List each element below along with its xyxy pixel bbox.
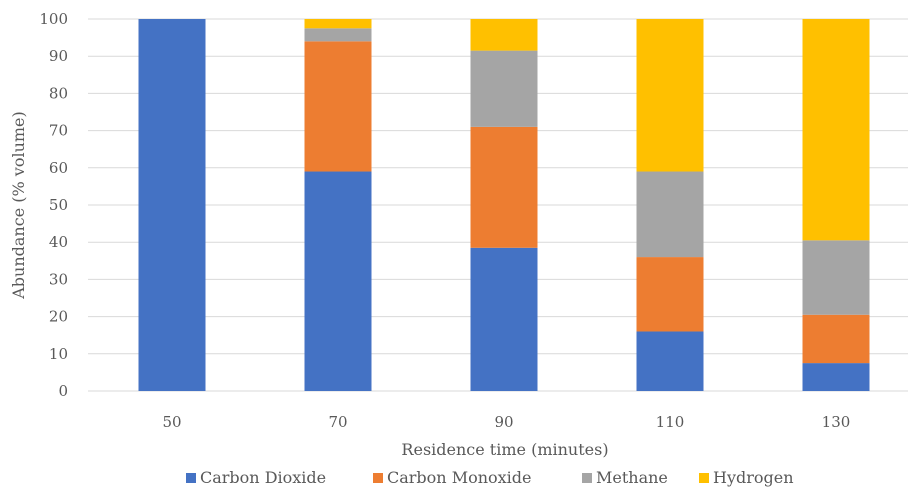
bar-segment bbox=[802, 363, 870, 391]
legend-label: Carbon Monoxide bbox=[387, 468, 532, 487]
legend-label: Carbon Dioxide bbox=[200, 468, 326, 487]
y-tick-label: 90 bbox=[49, 47, 68, 65]
x-tick-label: 70 bbox=[328, 413, 347, 431]
y-tick-label: 20 bbox=[49, 308, 68, 326]
x-axis-title: Residence time (minutes) bbox=[401, 440, 608, 459]
x-tick-label: 110 bbox=[656, 413, 685, 431]
bar-segment bbox=[802, 19, 870, 241]
bar-segment bbox=[304, 19, 372, 29]
legend-swatch bbox=[186, 473, 196, 483]
y-axis-ticks: 0 10 20 30 40 50 60 70 80 90 100 bbox=[39, 10, 68, 400]
y-tick-label: 60 bbox=[49, 159, 68, 177]
bar-segment bbox=[304, 41, 372, 172]
bar-segment bbox=[470, 19, 538, 51]
y-tick-label: 0 bbox=[58, 382, 68, 400]
y-tick-label: 50 bbox=[49, 196, 68, 214]
bar-segment bbox=[138, 19, 206, 391]
bar-segment bbox=[304, 171, 372, 391]
legend: Carbon Dioxide Carbon Monoxide Methane Hydr… bbox=[186, 468, 794, 487]
legend-swatch bbox=[699, 473, 709, 483]
bar-segment bbox=[470, 247, 538, 391]
bars bbox=[138, 19, 870, 391]
y-axis-title: Abundance (% volume) bbox=[9, 111, 28, 300]
bar-segment bbox=[636, 19, 704, 172]
bar-segment bbox=[636, 257, 704, 332]
bar-segment bbox=[470, 50, 538, 127]
x-tick-label: 90 bbox=[494, 413, 513, 431]
legend-label: Hydrogen bbox=[713, 468, 794, 487]
bar-segment bbox=[802, 240, 870, 315]
bar-segment bbox=[636, 331, 704, 391]
bar-segment bbox=[636, 171, 704, 258]
x-tick-label: 130 bbox=[822, 413, 851, 431]
bar-segment bbox=[802, 314, 870, 364]
bar-segment bbox=[304, 28, 372, 42]
bar-segment bbox=[470, 126, 538, 248]
x-axis-ticks: 50 70 90 110 130 bbox=[162, 413, 850, 431]
y-tick-label: 80 bbox=[49, 84, 68, 102]
legend-swatch bbox=[582, 473, 592, 483]
y-tick-label: 30 bbox=[49, 270, 68, 288]
y-tick-label: 10 bbox=[49, 345, 68, 363]
y-tick-label: 100 bbox=[39, 10, 68, 28]
legend-label: Methane bbox=[596, 468, 668, 487]
legend-swatch bbox=[373, 473, 383, 483]
y-tick-label: 40 bbox=[49, 233, 68, 251]
y-tick-label: 70 bbox=[49, 122, 68, 140]
x-tick-label: 50 bbox=[162, 413, 181, 431]
